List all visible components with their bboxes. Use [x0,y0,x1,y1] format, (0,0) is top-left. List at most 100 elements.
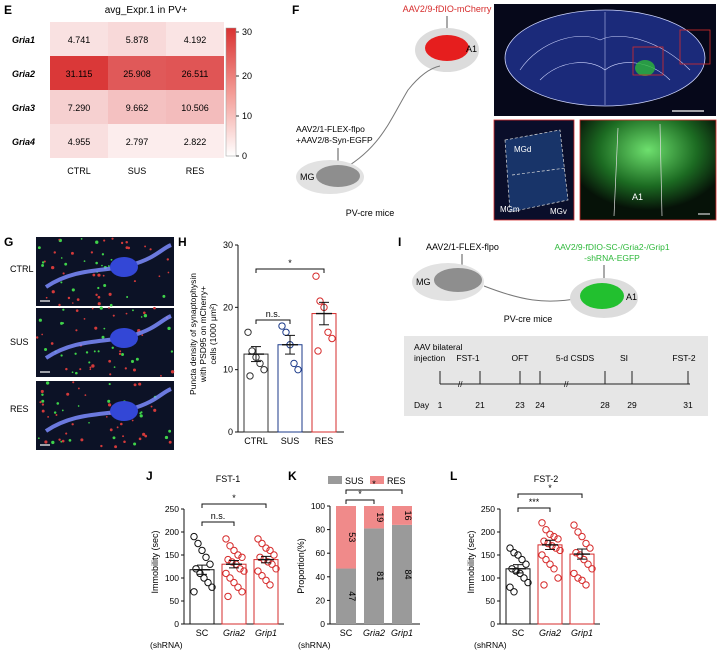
data-point [254,567,262,575]
puncta-dot [44,348,48,352]
heatmap-cell [50,124,108,158]
puncta-dot [77,405,80,407]
heatmap-row-label: Gria4 [12,137,35,147]
data-point [258,539,266,548]
projection-line-f [337,65,441,173]
data-point [240,567,248,575]
puncta-dot [93,350,96,353]
virus-mg-label-1: AAV2/1-FLEX-flpo [296,124,365,134]
j-bracket-star [201,503,267,508]
puncta-dot [103,283,107,288]
puncta-dot [88,421,90,424]
x-tick-label: Gria2 [539,628,561,638]
puncta-dot [112,314,115,317]
cell-soma [110,257,138,277]
puncta-dot [60,321,64,325]
i-mouse-label: PV-cre mice [504,314,553,324]
puncta-dot [37,246,41,250]
data-point [190,588,198,596]
puncta-dot [160,374,162,377]
k-bracket-2-label: * [372,479,376,489]
puncta-dot [72,381,75,384]
g-label-ctrl: CTRL [10,264,34,274]
data-point [588,565,596,573]
puncta-dot [109,303,113,307]
puncta-dot [167,326,171,331]
puncta-dot [130,359,134,363]
data-point [542,526,550,534]
timeline-step-oft: OFT [512,353,529,363]
x-tick-label: SC [512,628,525,638]
puncta-dot [139,414,143,418]
i-virus-a1-1: AAV2/9-fDIO-SC-/Gria2-/Grip1 [554,242,669,252]
puncta-dot [144,245,147,248]
microscopy-panel [36,308,174,377]
puncta-dot [71,423,74,426]
data-point [230,578,238,587]
data-point [222,569,230,578]
puncta-dot [92,273,96,277]
data-point [538,519,546,527]
puncta-dot [89,366,92,369]
data-point [198,546,206,555]
puncta-dot [125,246,129,250]
puncta-dot [41,409,45,413]
puncta-dot [50,342,54,345]
heatmap-col-label: RES [186,166,205,176]
puncta-dot [100,444,103,448]
puncta-dot [75,329,78,332]
puncta-dot [41,399,45,403]
puncta-dot [58,438,61,441]
data-point [574,528,582,536]
data-point [506,583,514,591]
puncta-dot [39,401,42,404]
data-point [244,328,252,336]
data-point [546,560,554,568]
bar [311,313,337,433]
x-tick-label: Gria2 [363,628,385,638]
data-point [260,365,268,374]
timeline-day-label: Day [414,400,430,410]
heatmap-cell [166,90,224,124]
colorbar-tick-0: 0 [242,151,247,161]
data-point [546,530,554,538]
data-point [270,551,278,559]
puncta-dot [141,334,144,336]
heatmap-col-label: SUS [128,166,147,176]
data-point [190,532,198,541]
virus-a1-label: AAV2/9-fDIO-mCherry [403,4,492,14]
colorbar-tick-30: 30 [242,27,252,37]
heatmap-cell-value: 4.741 [68,35,91,45]
region-mgd: MGd [514,145,531,154]
bar [253,559,279,625]
puncta-dot [138,437,142,441]
y-tick-label: 50 [486,596,496,606]
bar-sus [336,568,356,624]
puncta-dot [75,371,78,375]
x-tick-label: CTRL [244,436,268,446]
puncta-dot [43,260,46,263]
heatmap-col-label: CTRL [67,166,91,176]
heatmap-row-label: Gria1 [12,35,35,45]
heatmap-cell [108,90,166,124]
l-ylabel: Immobility (sec) [466,530,476,593]
puncta-dot [103,327,106,330]
microscopy-panel [36,237,174,306]
data-point [324,328,332,336]
puncta-dot [138,382,142,386]
puncta-dot [65,367,68,371]
puncta-dot [142,311,146,315]
bar [537,544,563,625]
puncta-dot [125,241,128,244]
timeline-step-fst2: FST-2 [672,353,695,363]
h-bracket-ns-label: n.s. [266,309,281,319]
region-mgv: MGv [550,207,567,216]
data-point [506,544,514,552]
bar [505,568,531,625]
data-point [266,546,274,555]
timeline-start-1: AAV bilateral [414,342,463,352]
puncta-dot [75,309,79,312]
colorbar-tick-20: 20 [242,71,252,81]
puncta-dot [51,440,55,445]
data-point [256,553,264,561]
